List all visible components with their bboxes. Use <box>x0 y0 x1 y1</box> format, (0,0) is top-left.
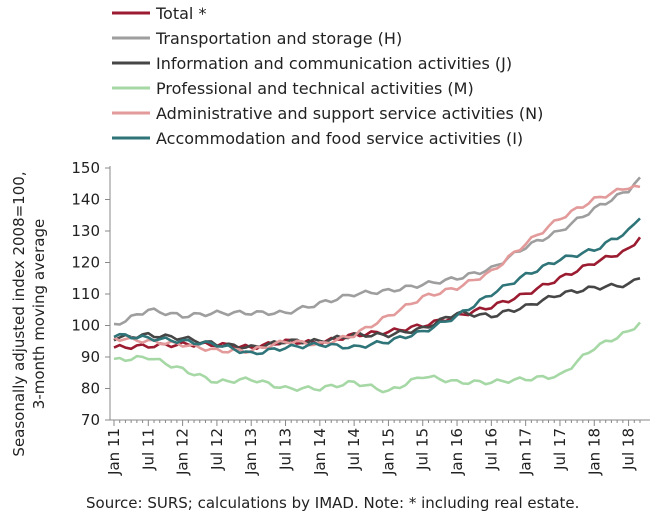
series-line <box>113 321 641 394</box>
y-tick-label: 120 <box>71 254 100 272</box>
y-tick-label: 90 <box>81 348 100 366</box>
y-tick-label: 80 <box>81 380 100 398</box>
x-tick-label: Jan 11 <box>105 428 123 476</box>
y-axis-ticks: 70 80 90 100 110 120 130 140 150 <box>71 159 110 429</box>
x-tick-label: Jul 16 <box>482 428 500 471</box>
legend-label: Administrative and support service activ… <box>156 104 543 123</box>
x-tick-label: Jan 15 <box>379 428 397 476</box>
x-tick-label: Jan 17 <box>517 428 535 476</box>
x-tick-label: Jan 13 <box>242 428 260 476</box>
y-tick-label: 70 <box>81 411 100 429</box>
x-tick-label: Jul 12 <box>208 428 226 471</box>
x-tick-label: Jan 12 <box>174 428 192 476</box>
x-tick-label: Jul 11 <box>139 428 157 471</box>
series-line <box>113 217 641 356</box>
y-tick-label: 130 <box>71 222 100 240</box>
y-tick-label: 100 <box>71 317 100 335</box>
x-tick-label: Jan 14 <box>311 428 329 476</box>
legend-label: Accommodation and food service activitie… <box>156 129 523 148</box>
y-tick-label: 140 <box>71 191 100 209</box>
y-axis-title-line2: 3-month moving average <box>30 219 48 409</box>
series-line <box>113 176 641 326</box>
legend-label: Total * <box>155 4 206 23</box>
legend-label: Information and communication activities… <box>156 54 512 73</box>
x-tick-label: Jan 18 <box>585 428 603 476</box>
legend-label: Transportation and storage (H) <box>155 29 402 48</box>
x-axis-ticks: Jan 11 Jul 11 Jan 12 Jul 12 Jan 13 Jul 13 Jan … <box>105 420 641 476</box>
series-lines <box>113 176 642 394</box>
x-tick-label: Jul 13 <box>277 428 295 471</box>
legend: Total * Transportation and storage (H) Inf… <box>112 4 543 148</box>
x-tick-label: Jul 14 <box>345 428 363 471</box>
y-tick-label: 110 <box>71 285 100 303</box>
x-tick-label: Jul 17 <box>551 428 569 471</box>
y-axis-title-line1: Seasonally adjusted index 2008=100, <box>10 171 28 456</box>
x-tick-label: Jul 15 <box>414 428 432 471</box>
series-line <box>113 184 641 355</box>
x-tick-label: Jul 18 <box>620 428 638 471</box>
source-note: Source: SURS; calculations by IMAD. Note… <box>86 494 579 512</box>
legend-label: Professional and technical activities (M… <box>156 79 474 98</box>
x-tick-label: Jan 16 <box>448 428 466 476</box>
y-tick-label: 150 <box>71 159 100 177</box>
